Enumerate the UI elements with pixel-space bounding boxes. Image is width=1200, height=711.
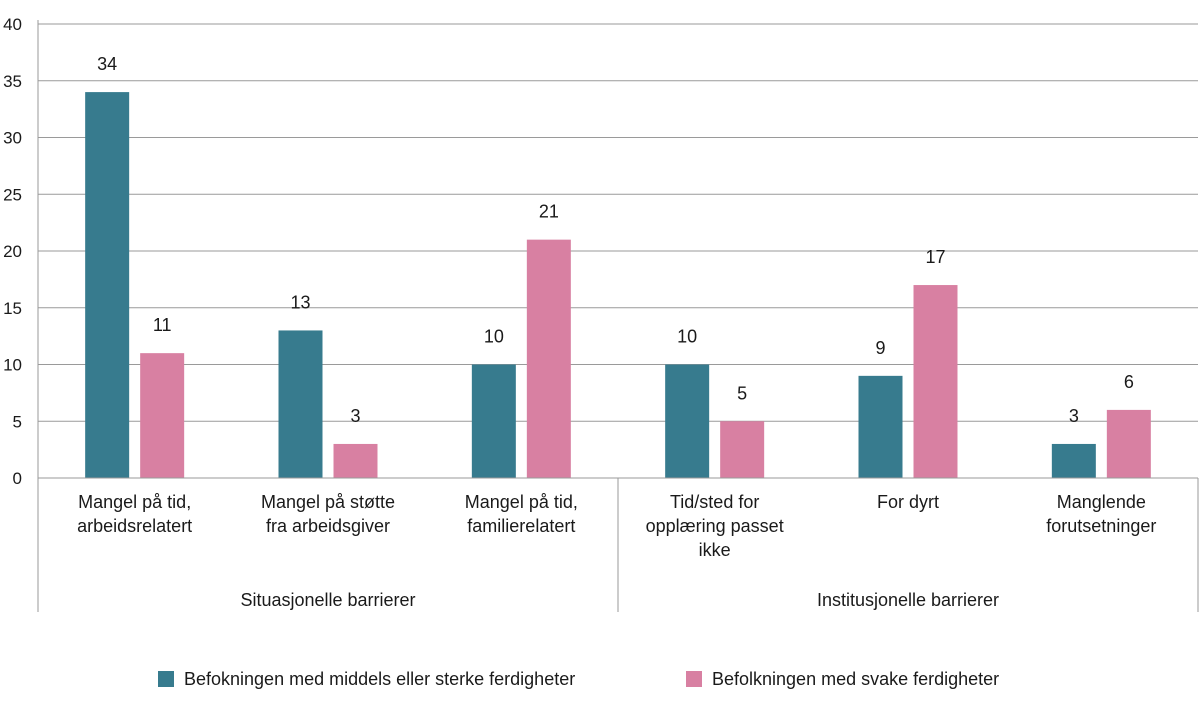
bar	[471, 364, 516, 478]
bar	[333, 443, 378, 478]
category-label-line: opplæring passet	[646, 516, 784, 536]
bar	[1051, 443, 1096, 478]
gridlines	[38, 23, 1198, 422]
bar	[858, 375, 903, 478]
data-label: 10	[677, 327, 697, 347]
category-label-line: fra arbeidsgiver	[266, 516, 390, 536]
legend-swatch	[158, 671, 174, 687]
category-label-line: Mangel på tid,	[465, 492, 578, 512]
y-tick-label: 35	[3, 72, 22, 91]
y-tick-label: 20	[3, 242, 22, 261]
category-label-line: Tid/sted for	[670, 492, 759, 512]
bar	[913, 285, 958, 478]
category-label: For dyrt	[877, 492, 939, 512]
y-axis-ticks: 0 5 10 15 20 25 30 35 40	[3, 15, 22, 488]
data-label: 11	[153, 315, 172, 335]
category-label-line: Mangel på støtte	[261, 492, 395, 512]
data-label: 10	[484, 327, 504, 347]
category-label: Mangel på støtte fra arbeidsgiver	[261, 492, 395, 536]
legend-swatch	[686, 671, 702, 687]
y-tick-label: 30	[3, 129, 22, 148]
y-tick-label: 25	[3, 185, 22, 204]
data-label: 21	[539, 202, 559, 222]
bar	[278, 330, 323, 478]
group-label: Situasjonelle barrierer	[240, 590, 415, 610]
legend: Befokningen med middels eller sterke fer…	[158, 669, 999, 689]
data-label: 3	[350, 406, 360, 426]
bar	[665, 364, 710, 478]
y-tick-label: 0	[13, 469, 22, 488]
y-tick-label: 5	[13, 412, 22, 431]
category-label-line: arbeidsrelatert	[77, 516, 192, 536]
bars	[85, 92, 1151, 478]
legend-label: Befolkningen med svake ferdigheter	[712, 669, 999, 689]
data-label: 5	[737, 383, 747, 403]
data-label: 17	[925, 247, 945, 267]
y-tick-label: 15	[3, 299, 22, 318]
category-label-line: Manglende	[1057, 492, 1146, 512]
bar	[1106, 409, 1151, 478]
category-labels: Mangel på tid, arbeidsrelatert Mangel på s…	[77, 492, 1156, 560]
category-label-line: familierelatert	[467, 516, 575, 536]
category-label: Mangel på tid, familierelatert	[465, 492, 578, 536]
bar	[140, 353, 185, 478]
bar	[720, 421, 765, 478]
category-label: Tid/sted for opplæring passet ikke	[646, 492, 784, 560]
y-tick-label: 10	[3, 356, 22, 375]
category-label-line: Mangel på tid,	[78, 492, 191, 512]
category-label-line: For dyrt	[877, 492, 939, 512]
axes	[37, 20, 1199, 612]
data-label: 34	[97, 54, 117, 74]
data-label: 3	[1069, 406, 1079, 426]
group-labels: Situasjonelle barrierer Institusjonelle b…	[240, 590, 999, 610]
bar	[526, 239, 571, 478]
data-label: 9	[875, 338, 885, 358]
data-label: 6	[1124, 372, 1134, 392]
category-label: Mangel på tid, arbeidsrelatert	[77, 492, 192, 536]
legend-label: Befokningen med middels eller sterke fer…	[184, 669, 575, 689]
group-label: Institusjonelle barrierer	[817, 590, 999, 610]
category-label-line: ikke	[699, 540, 731, 560]
category-label: Manglende forutsetninger	[1046, 492, 1156, 536]
data-label: 13	[290, 292, 310, 312]
category-label-line: forutsetninger	[1046, 516, 1156, 536]
y-tick-label: 40	[3, 15, 22, 34]
bar	[85, 92, 130, 478]
data-labels: 34 13 10 10 9 3 11 3 21 5 17 6	[97, 54, 1134, 426]
